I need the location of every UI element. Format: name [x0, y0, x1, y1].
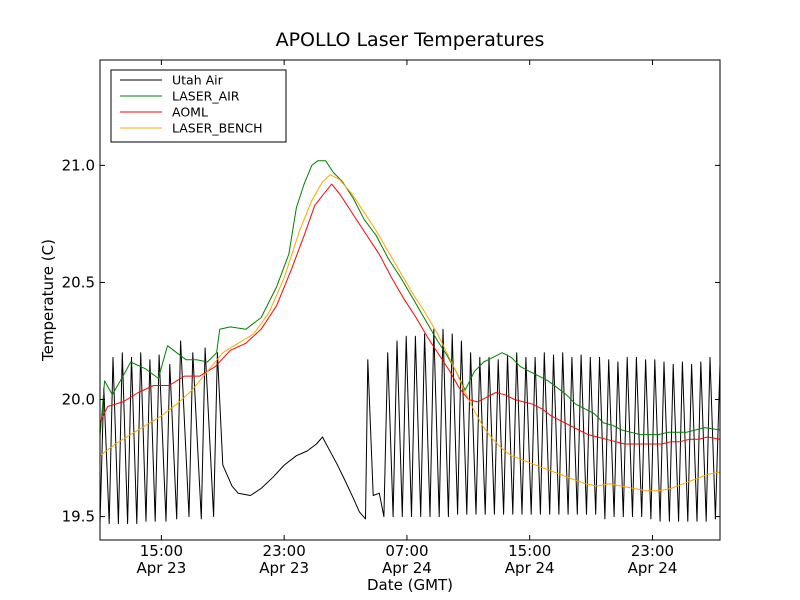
x-tick-label-date: Apr 24: [628, 559, 678, 577]
series-line-aoml: [99, 183, 721, 445]
y-tick-label: 20.0: [62, 391, 95, 409]
legend-label: Utah Air: [172, 73, 224, 88]
series-line-utah-air: [99, 328, 721, 525]
y-tick-label: 20.5: [62, 273, 95, 291]
y-axis-label: Temperature (C): [39, 239, 57, 362]
x-tick-label-date: Apr 23: [259, 559, 309, 577]
legend-label: AOML: [172, 105, 208, 120]
chart-title: APOLLO Laser Temperatures: [276, 29, 545, 51]
x-tick-label-time: 15:00: [140, 542, 183, 560]
x-tick-label-time: 15:00: [508, 542, 551, 560]
plot-area: [99, 59, 721, 541]
series-line-laser-air: [99, 160, 721, 438]
legend-label: LASER_BENCH: [172, 121, 263, 136]
y-axis: 19.5 20.0 20.5 21.0: [62, 156, 720, 526]
legend-label: LASER_AIR: [172, 89, 240, 104]
x-tick-label-time: 23:00: [263, 542, 306, 560]
series-layer: [99, 160, 721, 525]
axes-frame: [99, 59, 721, 541]
x-tick-label-date: Apr 24: [505, 559, 555, 577]
legend-box: [110, 69, 287, 143]
x-axis-label: Date (GMT): [367, 576, 453, 594]
x-tick-label-date: Apr 23: [136, 559, 186, 577]
x-tick-label-date: Apr 24: [382, 559, 432, 577]
y-tick-label: 21.0: [62, 156, 95, 174]
x-tick-label-time: 07:00: [385, 542, 428, 560]
series-line-laser-bench: [99, 174, 721, 492]
y-tick-label: 19.5: [62, 508, 95, 526]
x-tick-label-time: 23:00: [631, 542, 674, 560]
